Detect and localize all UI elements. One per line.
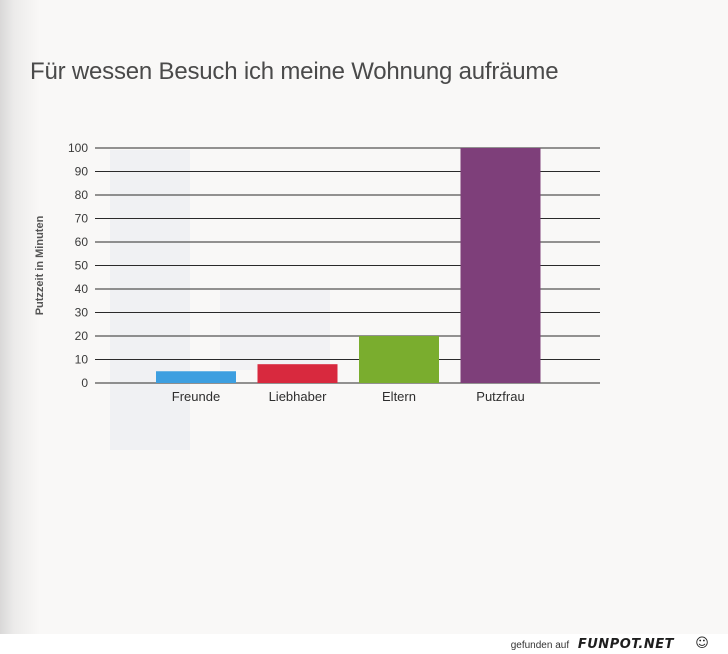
footer-brand: FUNPOT.NET [577,637,674,652]
category-label: Liebhaber [269,389,327,404]
bleed-through-shadow [220,290,330,370]
bleed-through-shadow [110,150,190,450]
chart-title: Für wessen Besuch ich meine Wohnung aufr… [30,58,559,85]
footer-prefix: gefunden auf [510,640,570,651]
category-label: Putzfrau [476,389,524,404]
book-page: Für wessen Besuch ich meine Wohnung aufr… [0,0,728,634]
y-tick-label: 20 [75,329,89,343]
bar [460,148,541,383]
alien-face-icon: ☺ [682,635,722,653]
bar [359,336,439,383]
bar-chart: 0 10 20 30 40 50 60 70 80 90 100 Putzzeit in Minute… [34,141,600,404]
bar [156,371,236,383]
bar [257,364,338,383]
y-tick-label: 40 [75,282,89,296]
y-tick-label: 100 [68,141,88,155]
footer-credit[interactable]: gefunden auf FUNPOT.NET [511,637,674,652]
category-label: Eltern [382,389,416,404]
y-tick-label: 70 [75,212,89,226]
y-tick-label: 30 [75,306,89,320]
y-tick-label: 60 [75,235,89,249]
y-tick-label: 90 [75,165,89,179]
footer-bar: gefunden auf FUNPOT.NET ☺ [0,634,728,654]
y-tick-label: 10 [75,353,89,367]
y-tick-label: 0 [81,376,88,390]
y-tick-label: 50 [75,259,89,273]
y-tick-label: 80 [75,188,89,202]
category-label: Freunde [172,389,220,404]
y-axis-label: Putzzeit in Minuten [34,215,46,315]
